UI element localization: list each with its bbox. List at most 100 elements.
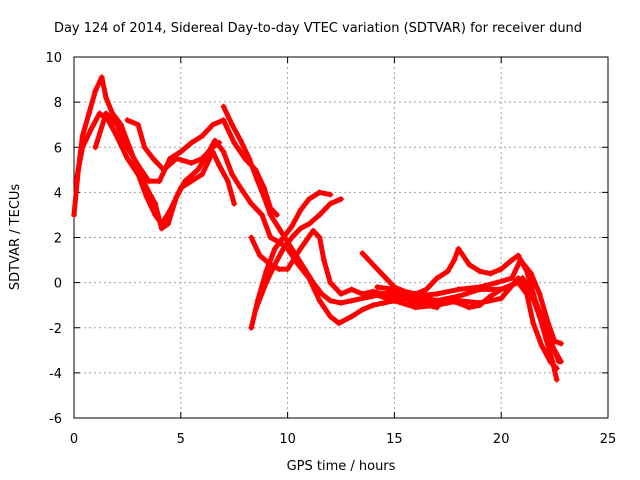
data-point xyxy=(316,211,323,218)
data-point xyxy=(220,117,227,124)
data-point xyxy=(508,257,515,264)
data-point xyxy=(374,284,381,291)
data-point xyxy=(158,220,165,227)
data-point xyxy=(434,290,441,297)
y-tick-label: -2 xyxy=(49,322,62,337)
data-point xyxy=(508,281,515,288)
data-point xyxy=(211,137,218,144)
data-point xyxy=(310,227,317,234)
data-point xyxy=(318,290,325,297)
data-point xyxy=(338,196,344,203)
data-point xyxy=(455,245,462,252)
data-point xyxy=(113,121,120,128)
data-point xyxy=(124,117,131,124)
data-point xyxy=(359,306,366,313)
data-point xyxy=(455,286,462,293)
data-point xyxy=(327,313,334,320)
data-point xyxy=(348,297,355,304)
data-point xyxy=(545,320,552,327)
data-point xyxy=(476,302,483,309)
data-point xyxy=(167,207,174,214)
data-point xyxy=(493,279,500,286)
data-point xyxy=(267,211,274,218)
series-line xyxy=(374,257,564,346)
x-tick-label: 5 xyxy=(177,432,185,447)
data-point xyxy=(209,121,216,128)
series-track-8 xyxy=(248,227,441,311)
data-point xyxy=(103,94,110,101)
data-point xyxy=(248,200,255,207)
data-point xyxy=(455,299,462,306)
data-point xyxy=(412,293,419,300)
data-point xyxy=(113,132,120,139)
data-point xyxy=(487,270,494,277)
y-tick-label: 4 xyxy=(54,186,62,201)
data-point xyxy=(558,340,565,347)
data-point xyxy=(391,297,398,304)
data-point xyxy=(276,266,283,273)
data-point xyxy=(466,304,473,311)
series-track-5 xyxy=(220,103,565,365)
data-point xyxy=(348,286,355,293)
data-point xyxy=(553,376,560,383)
series-line xyxy=(248,189,333,331)
data-point xyxy=(135,121,142,128)
data-point xyxy=(305,220,312,227)
data-point xyxy=(188,139,195,146)
data-point xyxy=(263,279,270,286)
series-line xyxy=(253,196,344,313)
chart-title: Day 124 of 2014, Sidereal Day-to-day VTE… xyxy=(54,21,582,36)
data-point xyxy=(188,160,195,167)
y-tick-label: 2 xyxy=(54,232,62,247)
data-point xyxy=(92,144,99,151)
data-point xyxy=(536,313,543,320)
data-point xyxy=(229,121,236,128)
x-tick-label: 25 xyxy=(600,432,617,447)
data-point xyxy=(276,225,283,232)
data-point xyxy=(284,266,291,273)
data-point xyxy=(538,342,545,349)
data-point xyxy=(451,257,458,264)
data-point xyxy=(164,220,171,227)
data-point xyxy=(327,279,334,286)
data-point xyxy=(444,297,451,304)
data-point xyxy=(434,275,441,282)
data-point xyxy=(555,358,562,365)
data-point xyxy=(297,207,304,214)
data-point xyxy=(231,139,238,146)
data-point xyxy=(152,200,159,207)
data-point xyxy=(216,162,223,169)
data-point xyxy=(135,171,142,178)
data-point xyxy=(316,234,323,241)
data-point xyxy=(254,178,261,185)
data-point xyxy=(508,275,515,282)
series-track-7 xyxy=(252,196,344,313)
x-tick-labels: 0 5 10 15 20 25 xyxy=(70,432,616,447)
data-point xyxy=(160,166,167,173)
data-point xyxy=(143,193,150,200)
data-point xyxy=(327,191,334,198)
data-point xyxy=(327,200,334,207)
data-point xyxy=(316,189,323,196)
data-point xyxy=(280,234,287,241)
x-tick-label: 20 xyxy=(493,432,510,447)
data-point xyxy=(487,293,494,300)
data-point xyxy=(216,139,223,146)
data-point xyxy=(476,268,483,275)
series-track-6 xyxy=(248,189,334,331)
data-point xyxy=(370,302,377,309)
data-point xyxy=(73,178,80,185)
data-point xyxy=(246,155,253,162)
data-point xyxy=(434,302,441,309)
data-point xyxy=(380,272,387,279)
x-axis-label: GPS time / hours xyxy=(287,459,396,474)
data-point xyxy=(224,178,231,185)
data-point xyxy=(551,338,558,345)
data-point xyxy=(327,297,334,304)
series-line xyxy=(221,104,564,365)
data-point xyxy=(152,211,159,218)
data-point xyxy=(267,234,274,241)
data-point xyxy=(320,257,327,264)
data-point xyxy=(248,324,255,331)
